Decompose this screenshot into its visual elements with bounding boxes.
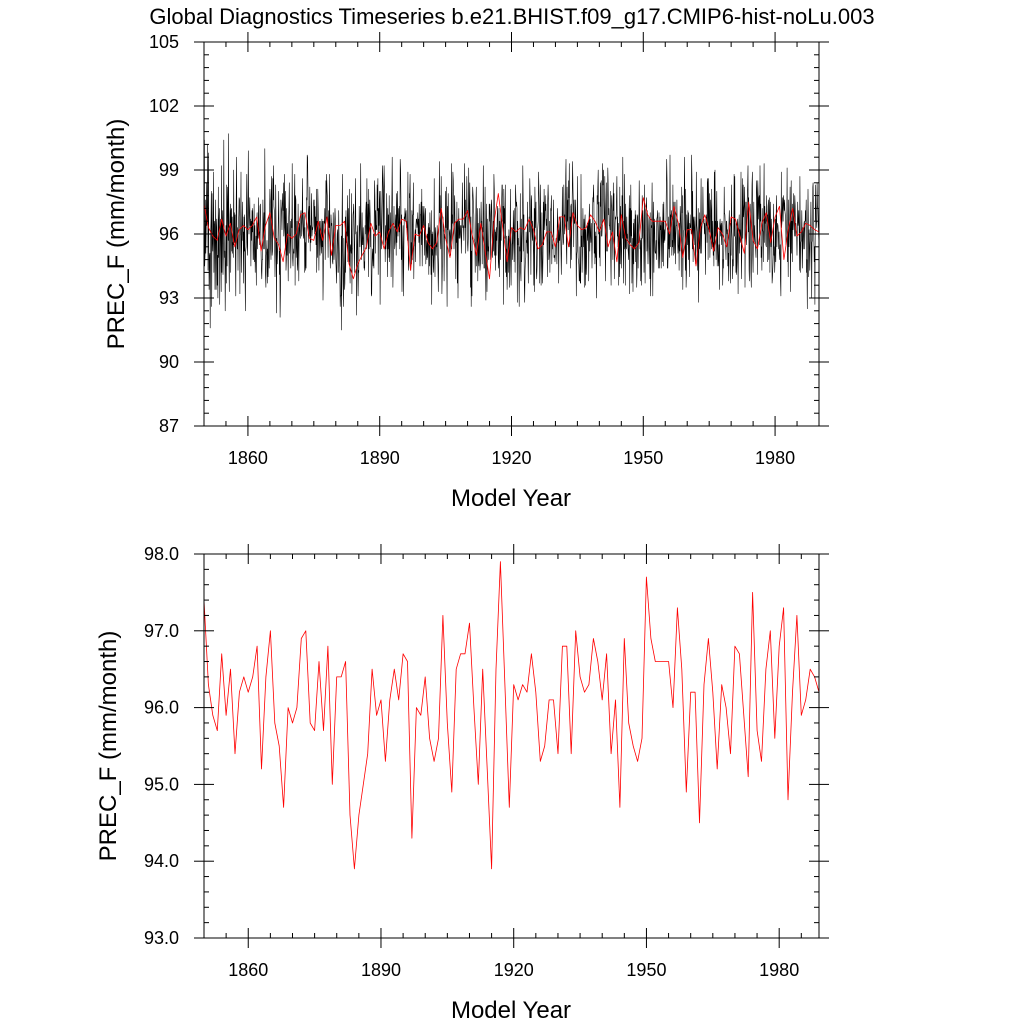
x-tick-label: 1890	[360, 448, 400, 468]
x-tick-label: 1860	[228, 448, 268, 468]
y-tick-label: 102	[149, 96, 179, 116]
y-tick-label: 93	[159, 288, 179, 308]
x-tick-label: 1980	[755, 448, 795, 468]
x-tick-label: 1980	[759, 960, 799, 980]
series-line-monthly	[204, 133, 819, 331]
y-axis-label: PREC_F (mm/month)	[95, 631, 122, 862]
chart-monthly-and-annual: Model Year PREC_F (mm/month) 1860 1890 192…	[103, 32, 829, 512]
series-line-annual	[204, 561, 819, 870]
y-axis-label: PREC_F (mm/month)	[103, 119, 130, 350]
y-tick-label: 96.0	[144, 698, 179, 718]
ticks	[194, 544, 829, 948]
series-line-annual	[204, 193, 819, 280]
y-tick-label: 96	[159, 224, 179, 244]
x-tick-label: 1920	[494, 960, 534, 980]
chart-annual: Model Year PREC_F (mm/month) 1860 1890 192…	[95, 544, 829, 1024]
y-tick-label: 90	[159, 352, 179, 372]
plot-area: 1860 1890 1920 1950 1980 93.0 94.0 95.0 96.0 97.0…	[144, 544, 829, 980]
x-tick-label: 1890	[361, 960, 401, 980]
ticks	[194, 32, 829, 436]
y-tick-label: 87	[159, 416, 179, 436]
series-group	[204, 561, 819, 870]
y-tick-label: 94.0	[144, 851, 179, 871]
series-group	[204, 133, 819, 331]
y-tick-label: 99	[159, 160, 179, 180]
x-tick-label: 1950	[623, 448, 663, 468]
plot-frame	[203, 553, 820, 939]
x-tick-label: 1920	[491, 448, 531, 468]
plot-area: 1860 1890 1920 1950 1980 87 90 93 96 99 102 105	[149, 32, 829, 468]
y-tick-label: 98.0	[144, 544, 179, 564]
y-tick-label: 97.0	[144, 621, 179, 641]
x-axis-label: Model Year	[451, 485, 571, 512]
y-tick-label: 93.0	[144, 928, 179, 948]
x-tick-label: 1860	[228, 960, 268, 980]
x-axis-label: Model Year	[451, 997, 571, 1024]
y-tick-label: 105	[149, 32, 179, 52]
y-tick-label: 95.0	[144, 774, 179, 794]
x-tick-label: 1950	[626, 960, 666, 980]
figure-title: Global Diagnostics Timeseries b.e21.BHIS…	[149, 4, 874, 29]
